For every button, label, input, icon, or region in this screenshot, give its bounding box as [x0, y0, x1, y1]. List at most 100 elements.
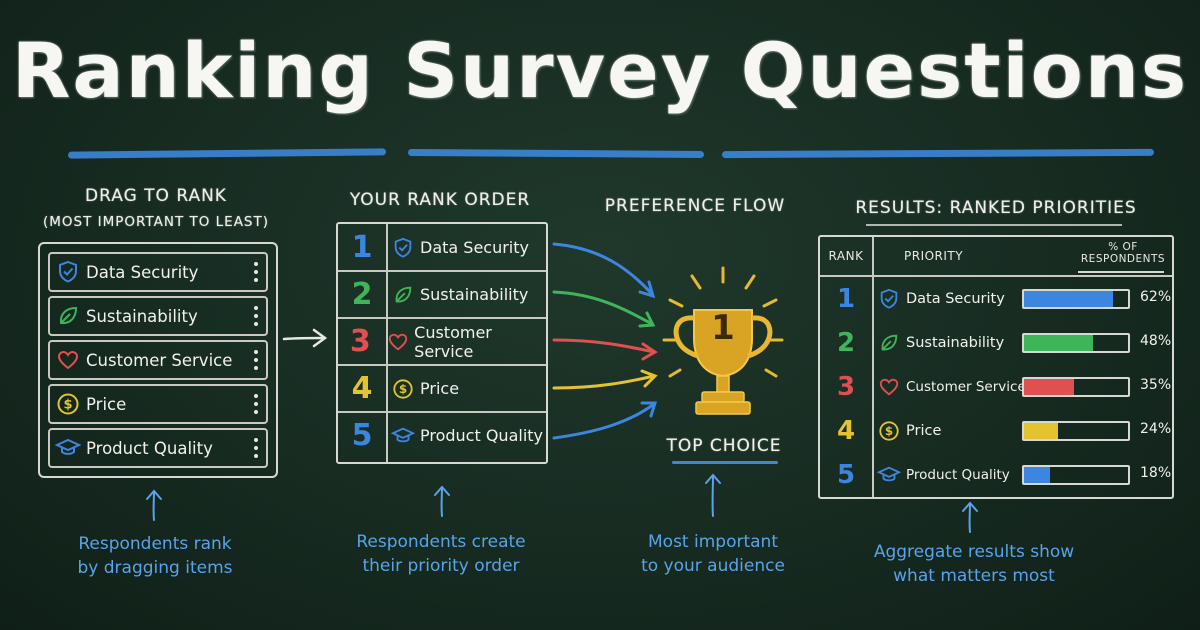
rank-order-row-4: 4 $ Price — [338, 365, 546, 412]
results-section-heading: RESULTS: RANKED PRIORITIES — [855, 198, 1137, 218]
drag-handle-icon[interactable] — [246, 306, 266, 326]
caption-line: Most important — [648, 532, 778, 552]
rank-number: 3 — [349, 324, 371, 359]
results-caption: Aggregate results show what matters most — [856, 540, 1092, 588]
caption-line: their priority order — [362, 556, 520, 576]
rank-number: 1 — [836, 284, 856, 314]
shield-icon — [50, 260, 86, 284]
percentage-bar-fill — [1024, 291, 1113, 307]
col-header-pct: % OF RESPONDENTS — [1078, 241, 1168, 265]
rank-number: 2 — [351, 277, 373, 312]
flow-caption: Most important to your audience — [600, 530, 826, 578]
rank-order-row-1: 1 Data Security — [338, 224, 546, 271]
col-header-priority: PRIORITY — [904, 249, 964, 263]
divider — [338, 411, 546, 413]
svg-text:$: $ — [63, 398, 72, 413]
divider — [338, 270, 546, 272]
shield-icon — [386, 237, 420, 259]
leaf-icon — [50, 304, 86, 328]
drag-item-label: Data Security — [86, 262, 199, 282]
title-underline-middle — [407, 148, 705, 159]
priority-label: Data Security — [906, 291, 1005, 307]
drag-handle-icon[interactable] — [246, 350, 266, 370]
order-section-heading: YOUR RANK ORDER — [349, 190, 531, 210]
drag-item-label: Sustainability — [86, 306, 198, 326]
svg-text:$: $ — [885, 424, 893, 438]
svg-text:$: $ — [399, 382, 407, 396]
caption-line: Respondents create — [356, 532, 526, 552]
rank-order-label: Customer Service — [414, 322, 492, 361]
dollar-coin-icon: $ — [386, 378, 420, 400]
caption-line: Respondents rank — [78, 534, 232, 554]
percentage-bar-fill — [1024, 335, 1093, 351]
drag-section-heading: DRAG TO RANK — [85, 186, 227, 206]
graduation-cap-icon — [386, 425, 420, 447]
priority-label: Sustainability — [906, 335, 1005, 351]
priority-label: Product Quality — [906, 467, 1010, 483]
divider — [386, 224, 388, 462]
percentage-bar-fill — [1024, 379, 1074, 395]
percentage-bar-fill — [1024, 423, 1058, 439]
trophy-number: 1 — [711, 308, 735, 348]
caption-line: to your audience — [641, 556, 785, 576]
rank-order-row-2: 2 Sustainability — [338, 271, 546, 318]
drag-item-product-quality[interactable]: Product Quality — [48, 428, 268, 468]
rank-number: 5 — [351, 418, 373, 453]
divider — [338, 317, 546, 319]
caption-line: Aggregate results show — [873, 542, 1075, 562]
percentage-bar — [1022, 289, 1130, 309]
rank-number: 2 — [836, 328, 856, 358]
flow-arrow-blue — [552, 242, 654, 296]
col-header-pct-line: RESPONDENTS — [1080, 253, 1166, 265]
flow-arrows — [552, 242, 658, 440]
flow-section-heading: PREFERENCE FLOW — [604, 196, 786, 216]
percentage-bar — [1022, 333, 1130, 353]
drag-item-customer-service[interactable]: Customer Service — [48, 340, 268, 380]
up-arrow-icon — [434, 485, 450, 517]
rank-number: 5 — [836, 460, 856, 490]
graduation-cap-icon — [872, 464, 906, 486]
drag-caption: Respondents rank by dragging items — [30, 532, 280, 580]
priority-label: Customer Service — [906, 379, 1026, 395]
dollar-coin-icon: $ — [50, 392, 86, 416]
drag-handle-icon[interactable] — [246, 262, 266, 282]
top-choice-label: TOP CHOICE — [666, 436, 782, 456]
dollar-coin-icon: $ — [872, 420, 906, 442]
rank-number: 4 — [836, 416, 856, 446]
percentage-value: 35% — [1140, 377, 1172, 393]
shield-icon — [872, 288, 906, 310]
results-row-5: 5 Product Quality 18% — [820, 453, 1172, 497]
order-caption: Respondents create their priority order — [316, 530, 566, 578]
rank-order-row-5: 5 Product Quality — [338, 412, 546, 459]
percentage-bar — [1022, 377, 1130, 397]
divider — [338, 364, 546, 366]
percentage-value: 18% — [1140, 465, 1172, 481]
caption-line: what matters most — [893, 566, 1055, 586]
drag-item-data-security[interactable]: Data Security — [48, 252, 268, 292]
results-row-4: 4 $ Price 24% — [820, 409, 1172, 453]
drag-list-panel: Data Security Sustainability Customer Se… — [38, 242, 278, 478]
rank-number: 3 — [836, 372, 856, 402]
leaf-icon — [872, 332, 906, 354]
leaf-icon — [386, 284, 420, 306]
drag-handle-icon[interactable] — [246, 394, 266, 414]
results-row-1: 1 Data Security 62% — [820, 277, 1172, 321]
rank-order-label: Product Quality — [420, 426, 544, 445]
right-arrow-icon — [282, 328, 328, 348]
top-choice-underline — [672, 461, 778, 464]
drag-handle-icon[interactable] — [246, 438, 266, 458]
drag-item-sustainability[interactable]: Sustainability — [48, 296, 268, 336]
percentage-bar-fill — [1024, 467, 1050, 483]
pct-header-underline — [1078, 271, 1164, 273]
page-title: Ranking Survey Questions — [11, 26, 1189, 115]
col-header-rank: RANK — [828, 249, 864, 263]
results-row-2: 2 Sustainability 48% — [820, 321, 1172, 365]
drag-item-label: Product Quality — [86, 438, 213, 458]
graduation-cap-icon — [50, 436, 86, 460]
drag-item-price[interactable]: $ Price — [48, 384, 268, 424]
heart-icon — [50, 348, 86, 372]
rank-order-label: Sustainability — [420, 285, 529, 304]
flow-arrow-red — [552, 338, 656, 354]
percentage-bar — [1022, 421, 1130, 441]
flow-arrow-blue-2 — [552, 402, 656, 440]
